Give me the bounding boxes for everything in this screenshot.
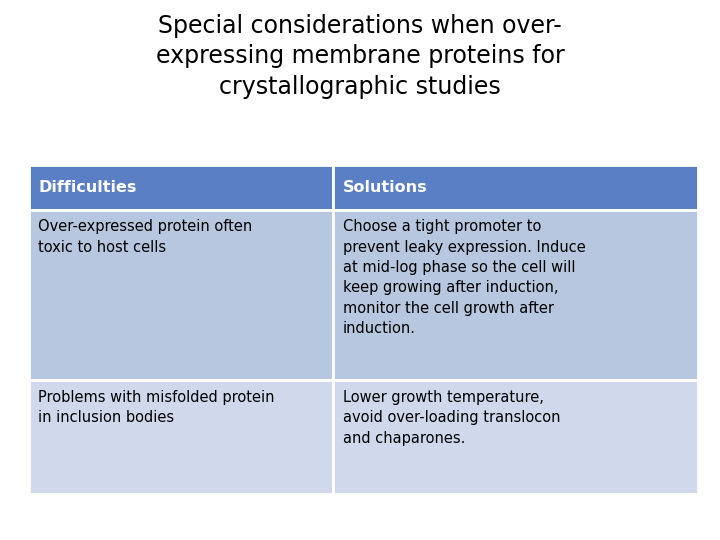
Text: Problems with misfolded protein
in inclusion bodies: Problems with misfolded protein in inclu… (38, 390, 274, 426)
FancyBboxPatch shape (333, 380, 698, 494)
FancyBboxPatch shape (29, 210, 333, 380)
Text: Choose a tight promoter to
prevent leaky expression. Induce
at mid-log phase so : Choose a tight promoter to prevent leaky… (343, 219, 585, 336)
Text: Solutions: Solutions (343, 180, 428, 194)
Text: Difficulties: Difficulties (38, 180, 137, 194)
FancyBboxPatch shape (29, 380, 333, 494)
Text: Lower growth temperature,
avoid over-loading translocon
and chaparones.: Lower growth temperature, avoid over-loa… (343, 390, 560, 446)
FancyBboxPatch shape (333, 210, 698, 380)
Text: Over-expressed protein often
toxic to host cells: Over-expressed protein often toxic to ho… (38, 219, 253, 255)
FancyBboxPatch shape (29, 165, 333, 210)
FancyBboxPatch shape (333, 165, 698, 210)
Text: Special considerations when over-
expressing membrane proteins for
crystallograp: Special considerations when over- expres… (156, 14, 564, 99)
